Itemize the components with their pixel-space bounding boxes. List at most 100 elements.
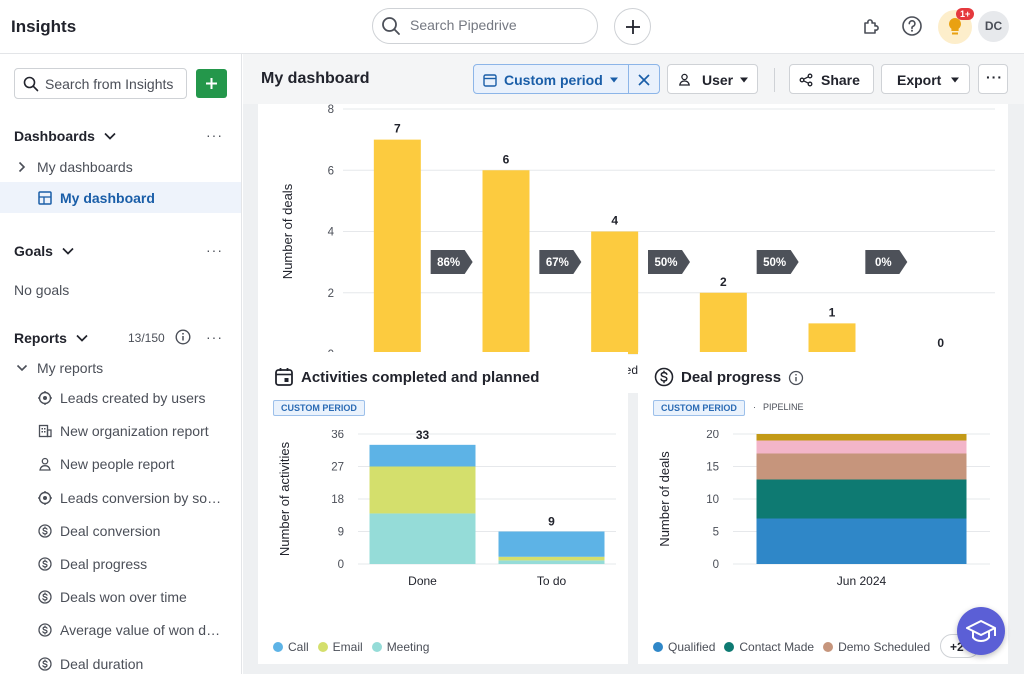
dollar-icon (654, 367, 674, 387)
sidebar-item-my-dashboard[interactable]: My dashboard (0, 182, 241, 213)
legend-item[interactable]: Contact Made (724, 640, 814, 654)
dollar-icon (38, 524, 52, 541)
conversion-rate-arrow (756, 250, 799, 274)
sidebar-item-label: Deals won over time (60, 589, 187, 606)
legend-swatch (724, 642, 735, 652)
plus-icon (626, 20, 640, 34)
legend-item[interactable]: Qualified (653, 640, 715, 654)
dashboard-grid-icon (38, 191, 52, 205)
legend-item[interactable]: Call (273, 640, 309, 654)
y-axis-label: Number of deals (280, 183, 295, 279)
legend-item[interactable]: Email (317, 640, 363, 654)
global-search-input[interactable] (410, 17, 590, 33)
bar-total-label: 33 (416, 430, 430, 442)
conversion-rate-arrow (430, 250, 473, 274)
stacked-bar-segment (498, 560, 605, 564)
puzzle-icon[interactable] (861, 15, 883, 37)
plus-icon (206, 78, 217, 89)
period-tag: CUSTOM PERIOD (653, 400, 745, 416)
info-icon[interactable] (175, 329, 191, 345)
legend-label: Call (288, 640, 309, 654)
stacked-bar-segment (369, 444, 476, 467)
funnel-bar (591, 231, 639, 354)
deal-conversion-chart: 02468Number of deals7Qualified6Contact M… (280, 104, 995, 377)
dashboards-title: Dashboards (14, 128, 95, 144)
app-title: Insights (11, 17, 77, 36)
activities-chart: 0 9 18 27 36 Number of activities 33 Done 9 To do (277, 430, 616, 588)
y-axis-label: Number of deals (657, 451, 672, 547)
y-tick-label: 9 (338, 527, 344, 539)
dashboard-header: My dashboard Custom period User Share Ex… (243, 54, 1024, 104)
y-tick-label: 36 (331, 430, 344, 441)
y-tick-label: 0 (338, 559, 344, 571)
search-icon (382, 17, 400, 35)
legend-item[interactable]: Demo Scheduled (823, 640, 930, 654)
goals-section-toggle[interactable]: Goals (14, 243, 75, 259)
sidebar-item-label: My reports (37, 360, 104, 376)
sidebar-report-item[interactable]: Deal duration (0, 648, 241, 674)
sidebar-report-item[interactable]: Leads created by users (0, 382, 241, 413)
x-tick-label: Jun 2024 (837, 574, 887, 588)
reports-section-toggle[interactable]: Reports (14, 330, 89, 346)
share-icon (799, 73, 813, 87)
sidebar-item-label: New organization report (60, 423, 209, 440)
sidebar-report-item[interactable]: New people report (0, 448, 241, 479)
sidebar-search[interactable] (14, 68, 187, 99)
sidebar-item-label: Leads conversion by so… (60, 489, 222, 506)
y-tick-label: 0 (713, 559, 719, 571)
share-button[interactable]: Share (789, 64, 874, 94)
legend-item[interactable]: Meeting (371, 640, 429, 654)
funnel-bar (482, 170, 530, 354)
sidebar-report-item[interactable]: Deal conversion (0, 515, 241, 546)
sidebar-item-my-reports[interactable]: My reports (0, 352, 241, 383)
y-tick-label: 4 (328, 227, 335, 239)
y-tick-label: 27 (331, 462, 344, 474)
sidebar-item-label: Deal duration (60, 655, 144, 672)
bar-value-label: 1 (829, 305, 836, 319)
tag-separator: · (753, 402, 756, 412)
dashboard-more-button[interactable]: ··· (978, 64, 1008, 94)
search-icon (23, 76, 39, 92)
tips-button[interactable]: 1+ (938, 8, 975, 44)
target-icon (38, 490, 52, 508)
caret-down-icon (951, 77, 959, 83)
period-filter-button[interactable]: Custom period (473, 64, 660, 94)
y-tick-label: 10 (706, 494, 719, 506)
sidebar-report-item[interactable]: Leads conversion by so… (0, 482, 241, 513)
sidebar-report-item[interactable]: Average value of won d… (0, 614, 241, 645)
user-filter-button[interactable]: User (667, 64, 758, 94)
help-icon[interactable] (901, 15, 923, 37)
legend-label: Qualified (668, 640, 716, 654)
sidebar-report-item[interactable]: Deals won over time (0, 581, 241, 612)
x-tick-label: Done (408, 574, 437, 588)
goals-more-button[interactable]: ··· (206, 242, 223, 258)
close-icon[interactable] (637, 73, 651, 87)
dashboards-more-button[interactable]: ··· (206, 127, 223, 143)
academy-button[interactable] (957, 607, 1005, 655)
global-search[interactable] (372, 8, 598, 44)
activities-legend: Call Email Meeting (273, 640, 438, 654)
y-tick-label: 20 (706, 430, 719, 441)
lightbulb-icon (949, 18, 961, 35)
deal-progress-card-title[interactable]: Deal progress (681, 369, 782, 386)
reports-more-button[interactable]: ··· (206, 329, 223, 345)
user-avatar[interactable]: DC (978, 11, 1009, 42)
sidebar-search-input[interactable] (45, 76, 183, 92)
y-tick-label: 5 (713, 527, 719, 539)
y-tick-label: 6 (328, 165, 334, 177)
person-icon (38, 457, 52, 474)
dashboards-section-toggle[interactable]: Dashboards (14, 128, 117, 144)
export-button[interactable]: Export (881, 64, 970, 94)
sidebar-item-my-dashboards[interactable]: My dashboards (0, 151, 241, 182)
bar-value-label: 0 (937, 336, 944, 350)
dollar-icon (38, 557, 52, 574)
legend-label: Email (332, 640, 363, 654)
sidebar-report-item[interactable]: Deal progress (0, 548, 241, 579)
activities-card-title[interactable]: Activities completed and planned (301, 369, 540, 386)
info-icon[interactable] (788, 370, 804, 386)
quick-add-button[interactable] (614, 8, 651, 45)
deal-progress-chart: 0 5 10 15 20 Number of deals 20 Jun 2024 (657, 430, 990, 588)
legend-swatch (317, 642, 328, 652)
sidebar-report-item[interactable]: New organization report (0, 415, 241, 446)
add-insight-button[interactable] (196, 69, 227, 98)
